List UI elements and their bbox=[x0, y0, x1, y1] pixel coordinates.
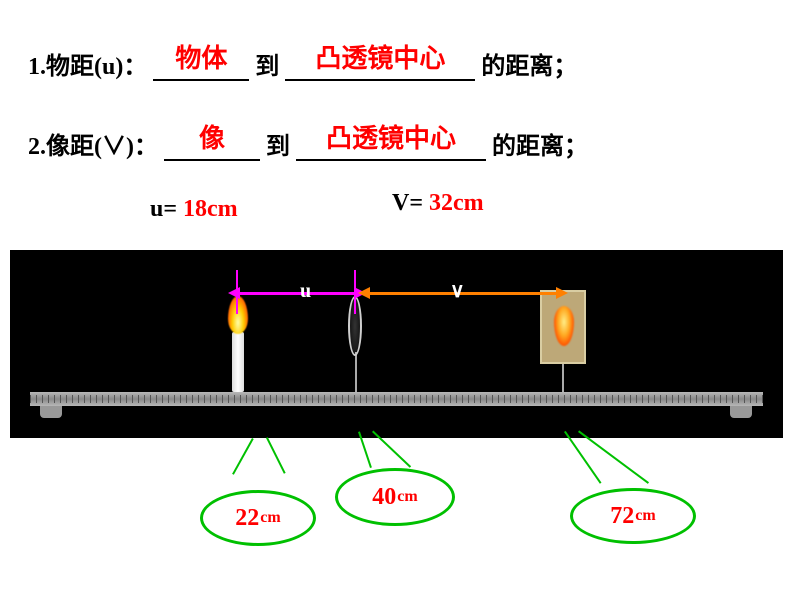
u-dimension-line bbox=[238, 292, 354, 295]
callout-value: 22 bbox=[235, 505, 259, 532]
line1-blank1: 物体 bbox=[175, 44, 227, 73]
position-callout: 72cm bbox=[570, 488, 696, 544]
v-dim-label: ∨ bbox=[450, 278, 465, 303]
u-dim-label: u bbox=[300, 280, 311, 303]
v-label: V= bbox=[392, 190, 423, 216]
callout-lead bbox=[266, 437, 286, 474]
line2-prefix: 2.像距(∨)： bbox=[28, 134, 158, 160]
bench-foot-left bbox=[40, 406, 62, 418]
callout-value: 40 bbox=[372, 484, 396, 511]
u-tick-left bbox=[236, 270, 238, 314]
formula-v: V= 32cm bbox=[392, 190, 484, 217]
u-tick-right bbox=[354, 270, 356, 314]
callout-lead bbox=[232, 438, 254, 475]
projected-image bbox=[554, 306, 574, 346]
projection-screen bbox=[540, 290, 586, 364]
callout-unit: cm bbox=[397, 488, 417, 506]
line2-mid: 到 bbox=[266, 134, 290, 160]
position-callout: 22cm bbox=[200, 490, 316, 546]
definition-line-2: 2.像距(∨)： 像 到 凸透镜中心 的距离； bbox=[28, 122, 588, 161]
screen-stand bbox=[562, 362, 564, 392]
callout-value: 72 bbox=[610, 503, 634, 530]
formula-u: u= 18cm bbox=[150, 196, 238, 223]
bench-foot-right bbox=[730, 406, 752, 418]
position-callout: 40cm bbox=[335, 468, 455, 526]
u-value: 18cm bbox=[183, 196, 238, 222]
callout-unit: cm bbox=[635, 507, 655, 525]
line2-blank1: 像 bbox=[199, 124, 225, 153]
v-arrow-right bbox=[556, 287, 568, 299]
v-arrow-left bbox=[358, 287, 370, 299]
line1-mid: 到 bbox=[255, 54, 279, 80]
definition-line-1: 1.物距(u)： 物体 到 凸透镜中心 的距离； bbox=[28, 42, 577, 81]
optical-bench bbox=[30, 392, 763, 406]
line1-blank2: 凸透镜中心 bbox=[315, 44, 445, 73]
v-value: 32cm bbox=[429, 190, 484, 216]
u-arrow-left bbox=[228, 287, 240, 299]
candle bbox=[232, 332, 244, 392]
u-label: u= bbox=[150, 196, 177, 222]
line2-blank2: 凸透镜中心 bbox=[326, 124, 456, 153]
candle-flame bbox=[228, 296, 248, 334]
callout-lead bbox=[564, 431, 602, 484]
line1-prefix: 1.物距(u)： bbox=[28, 54, 147, 80]
line2-suffix: 的距离； bbox=[492, 134, 588, 160]
optical-bench-diagram: u ∨ bbox=[10, 250, 783, 438]
callout-unit: cm bbox=[260, 509, 280, 527]
line1-suffix: 的距离； bbox=[481, 54, 577, 80]
callout-lead bbox=[578, 430, 649, 484]
lens-stand bbox=[355, 352, 357, 392]
